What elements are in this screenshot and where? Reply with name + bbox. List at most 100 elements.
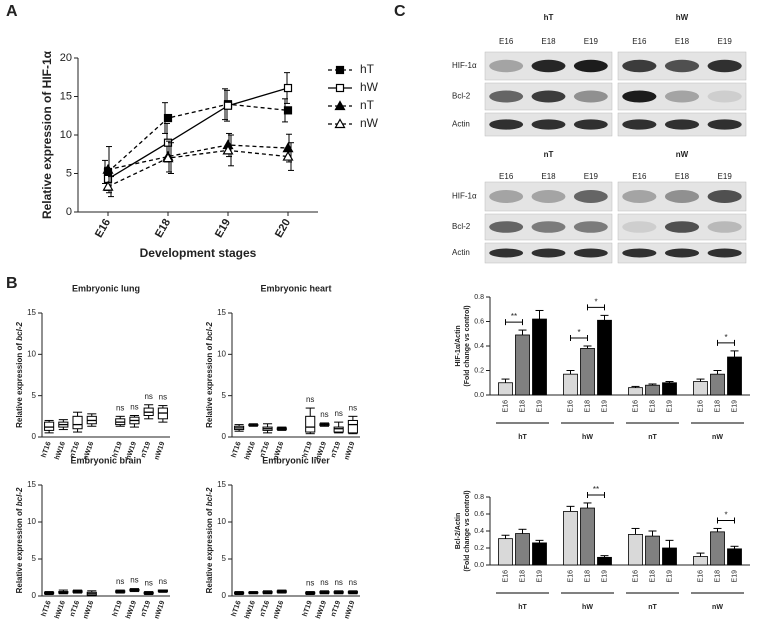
x-tick-label: E18 (153, 217, 173, 240)
annotation: ns (306, 395, 314, 404)
x-tick-label: nW16 (82, 600, 95, 620)
y-tick-label: 0.4 (474, 528, 484, 535)
blot-band (664, 190, 700, 203)
x-tick-label: E18 (519, 400, 526, 413)
blot-band (531, 90, 566, 103)
marker (102, 163, 114, 174)
x-tick-label: nT19 (140, 441, 152, 459)
x-tick-label: nW19 (154, 600, 167, 620)
group-label: hW (582, 434, 593, 441)
y-tick-label: 0.0 (474, 392, 484, 399)
x-tick-label: E19 (666, 400, 673, 413)
blot-band (573, 221, 608, 233)
y-axis-label-part: (Fold change vs control) (464, 305, 471, 386)
blot-group-label: nW (676, 150, 689, 159)
y-axis-label: Relative expression of bcl-2 (205, 487, 214, 593)
x-tick-label: nT19 (330, 600, 342, 618)
blot-band (707, 190, 742, 203)
y-tick-label: 0.8 (474, 494, 484, 501)
x-tick-label: E19 (666, 570, 673, 583)
y-tick-label: 10 (27, 349, 36, 358)
blot-band (489, 248, 524, 258)
x-tick-label: hW16 (54, 441, 67, 461)
y-axis-label: HIF-1α/Actin (Fold change vs control) (455, 305, 471, 386)
x-tick-label: hW19 (125, 600, 138, 620)
y-tick-label: 5 (222, 554, 227, 563)
bar (693, 381, 708, 396)
blot-band (707, 119, 742, 130)
bar (727, 548, 742, 566)
annotation: ns (334, 409, 342, 418)
blot-band (664, 90, 700, 103)
significance-label: * (594, 297, 597, 306)
panel-label: A (6, 3, 18, 20)
lane-label: E18 (541, 37, 556, 46)
lane-label: E18 (675, 37, 690, 46)
y-tick-label: 0.8 (474, 294, 484, 301)
x-tick-label: E19 (601, 400, 608, 413)
annotation: ns (320, 410, 328, 419)
x-tick-label: E18 (649, 570, 656, 583)
x-tick-label: hT19 (112, 600, 124, 618)
x-tick-label: E19 (731, 400, 738, 413)
significance-label: ** (511, 312, 517, 321)
y-axis-label: Bcl-2/Actin (Fold change vs control) (455, 490, 471, 571)
annotation: ns (116, 403, 124, 412)
significance-label: * (724, 333, 727, 342)
blot-band (489, 59, 524, 73)
legend-label: nT (360, 98, 375, 112)
legend-label: hT (360, 62, 375, 76)
blot-row-label: HIF-1α (452, 192, 477, 201)
legend-marker (334, 100, 346, 111)
y-axis-label-part: Relative expression of (15, 506, 24, 593)
marker (102, 180, 114, 191)
blot-row-label: Bcl-2 (452, 92, 471, 101)
lane-label: E19 (584, 37, 599, 46)
y-axis-label: Relative expression of HIF-1α (40, 50, 54, 219)
blot-row-label: Actin (452, 248, 470, 257)
group-label: nT (648, 604, 657, 611)
significance-label: ** (593, 485, 599, 494)
y-tick-label: 5 (66, 167, 72, 179)
y-tick-label: 15 (27, 480, 36, 489)
blot-band (664, 59, 700, 73)
y-tick-label: 0.2 (474, 545, 484, 552)
x-tick-label: nW19 (344, 600, 357, 620)
blot-band (622, 119, 657, 130)
blot-row-label: Actin (452, 120, 470, 129)
bar (515, 533, 530, 566)
x-tick-label: E19 (536, 570, 543, 583)
y-axis-label-part: (Fold change vs control) (464, 490, 471, 571)
bar (693, 556, 708, 566)
y-tick-label: 10 (27, 517, 36, 526)
y-tick-label: 0.0 (474, 562, 484, 569)
chart-title: Embryonic liver (262, 455, 330, 465)
lane-label: E16 (632, 172, 647, 181)
annotation: ns (116, 577, 124, 586)
bar (597, 556, 612, 566)
annotation: ns (144, 392, 152, 401)
y-tick-label: 0.6 (474, 318, 484, 325)
legend-marker (335, 83, 345, 93)
x-tick-label: hT16 (231, 441, 243, 459)
y-axis-label-part: bcl-2 (15, 322, 24, 341)
blot-band (707, 90, 742, 103)
series-line (107, 144, 289, 171)
x-tick-label: E20 (273, 217, 293, 240)
y-tick-label: 0 (66, 206, 72, 218)
marker (163, 113, 173, 123)
x-tick-label: hW16 (54, 600, 67, 620)
lane-label: E16 (632, 37, 647, 46)
y-axis-label-part: bcl-2 (205, 487, 214, 506)
bar (597, 319, 612, 396)
y-tick-label: 0 (32, 432, 37, 441)
blot-band (531, 248, 566, 258)
x-tick-label: E16 (502, 570, 509, 583)
blot-band (707, 221, 742, 233)
annotation: ns (349, 403, 357, 412)
y-axis-label: Relative expression of bcl-2 (15, 487, 24, 593)
bar (645, 384, 660, 396)
y-tick-label: 0 (32, 591, 37, 600)
y-axis-label-part: bcl-2 (205, 322, 214, 341)
chart-title: Embryonic heart (260, 283, 331, 293)
